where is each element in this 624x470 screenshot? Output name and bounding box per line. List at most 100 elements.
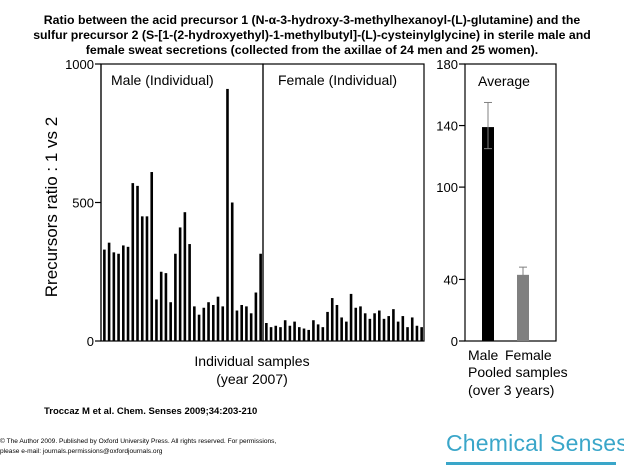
female-sample-bar-9 [302,328,306,341]
male-sample-bar-21 [197,314,201,341]
female-sample-bar-25 [378,310,381,341]
category-label-male: Male [468,347,499,363]
male-panel-frame [100,63,264,342]
female-sample-bar-5 [283,320,287,341]
male-sample-bar-30 [240,304,243,341]
individual-samples-chart: Male (Individual) Female (Individual) 0 5… [42,57,425,387]
copyright-line-2: please e-mail: journals.permissions@oxfo… [0,448,163,455]
male-sample-bar-22 [202,307,206,341]
male-sample-bar-6 [126,246,130,341]
citation: Troccaz M et al. Chem. Senses 2009;34:20… [44,406,258,417]
right-y-tick-label-180: 180 [436,57,458,72]
male-sample-bar-15 [169,302,172,341]
male-sample-bar-9 [140,216,144,341]
female-sample-bar-22 [363,313,367,341]
slide-title: Ratio between the acid precursor 1 (N-α-… [14,13,610,58]
right-x-axis-label-line-2: (over 3 years) [468,382,554,398]
male-sample-bar-28 [230,202,234,341]
female-panel-frame [262,63,425,342]
female-sample-bar-27 [387,316,390,341]
male-sample-bar-27 [226,88,229,342]
male-sample-bar-4 [117,253,120,341]
female-sample-bar-7 [293,321,296,341]
female-sample-bar-33 [415,325,419,341]
male-sample-bar-29 [235,310,239,341]
male-sample-bar-31 [245,306,248,342]
journal-brand-logo: Chemical Senses [446,430,624,456]
right-y-tick-label-140: 140 [436,119,458,134]
female-sample-bar-34 [420,327,423,341]
male-sample-bar-23 [207,302,210,341]
female-sample-bar-10 [307,329,310,341]
male-sample-bar-2 [107,242,111,341]
male-sample-bar-20 [193,306,196,342]
female-sample-bar-21 [359,306,362,342]
left-y-tick-label-1000: 1000 [65,57,94,72]
male-panel-label: Male (Individual) [111,72,214,88]
male-sample-bar-19 [188,244,191,341]
male-sample-bar-3 [112,252,116,341]
female-sample-bar-20 [354,307,358,341]
male-sample-bar-14 [164,273,168,341]
left-x-axis-label-line-2: (year 2007) [216,371,288,387]
male-sample-bar-1 [103,249,106,341]
female-sample-bar-23 [368,318,372,341]
average-chart: Average 0 40 100 140 180 Male Female Pooled … [436,57,567,398]
female-sample-bar-24 [373,313,376,341]
left-y-tick-label-0: 0 [87,334,94,349]
female-sample-bar-29 [396,321,400,341]
male-sample-bar-26 [221,306,225,342]
female-sample-bar-30 [401,316,405,341]
male-sample-bar-33 [254,292,258,341]
left-y-tick-label-500: 500 [72,196,94,211]
female-sample-bar-6 [288,325,292,341]
female-sample-bar-16 [335,304,339,341]
left-y-axis-label: Rrecursors ratio : 1 vs 2 [42,117,61,297]
female-sample-bar-13 [321,327,325,341]
average-panel-frame [464,63,557,342]
copyright-line-1: © The Author 2009. Published by Oxford U… [0,438,277,445]
female-sample-bar-15 [330,298,334,341]
female-sample-bar-14 [326,311,329,341]
category-label-female: Female [505,347,552,363]
male-sample-bar-17 [178,227,182,341]
right-y-tick-label-40: 40 [444,272,458,287]
title-line-1: Ratio between the acid precursor 1 (N-α-… [43,13,581,27]
female-sample-bar-18 [345,321,348,341]
male-sample-bar-25 [216,296,220,341]
brand-underline [446,462,616,465]
female-sample-bar-11 [312,320,315,341]
female-sample-bar-8 [298,327,301,341]
female-average-bar [517,274,529,341]
female-sample-bar-28 [392,309,395,341]
male-sample-bar-10 [145,216,149,341]
male-sample-bar-32 [249,313,253,341]
male-sample-bar-34 [259,253,262,341]
average-panel-title: Average [478,73,530,89]
copyright-notice: © The Author 2009. Published by Oxford U… [0,437,360,457]
female-sample-bar-1 [265,323,268,341]
female-sample-bar-4 [279,327,282,341]
male-sample-bar-12 [155,299,158,341]
female-sample-bar-32 [410,317,414,341]
female-sample-bar-19 [349,293,353,341]
title-line-2: sulfur precursor 2 (S-[1-(2-hydroxyethyl… [33,28,591,42]
male-sample-bar-24 [211,304,215,341]
female-sample-bar-2 [269,327,273,341]
female-sample-bar-31 [406,327,409,341]
female-sample-bar-26 [382,318,386,341]
right-y-tick-label-0: 0 [451,334,458,349]
title-line-3: female sweat secretions (collected from … [85,43,539,57]
male-sample-bar-8 [136,185,139,341]
right-y-tick-label-100: 100 [436,180,458,195]
male-sample-bar-5 [122,245,125,341]
right-x-axis-label-line-1: Pooled samples [468,364,568,380]
left-x-axis-label-line-1: Individual samples [194,353,309,369]
female-panel-label: Female (Individual) [278,72,397,88]
male-sample-bar-13 [159,271,163,341]
male-average-bar [482,127,494,341]
male-sample-bar-16 [174,253,177,341]
female-sample-bar-12 [316,324,320,341]
male-sample-bar-18 [183,212,187,341]
